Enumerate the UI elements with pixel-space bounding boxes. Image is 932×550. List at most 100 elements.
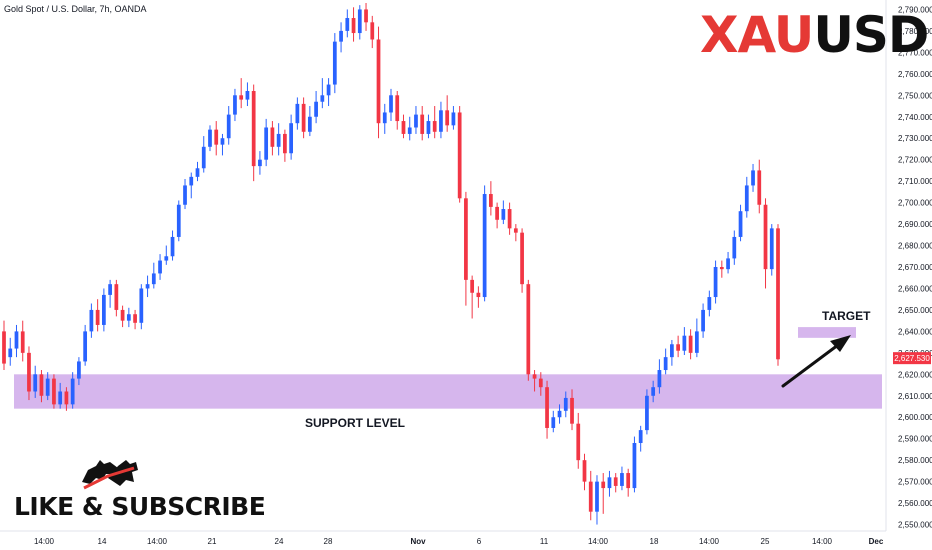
candle-up[interactable] <box>638 425 643 452</box>
candle-up[interactable] <box>345 9 350 38</box>
candle-down[interactable] <box>95 299 100 332</box>
candle-down[interactable] <box>64 387 69 411</box>
candle-down[interactable] <box>545 380 549 439</box>
candle-up[interactable] <box>632 436 637 493</box>
candle-up[interactable] <box>226 106 231 145</box>
candle-up[interactable] <box>220 133 225 156</box>
candle-up[interactable] <box>694 318 699 358</box>
candle-down[interactable] <box>283 129 287 162</box>
candle-down[interactable] <box>133 309 137 330</box>
candle-up[interactable] <box>170 230 175 261</box>
candle-down[interactable] <box>532 370 537 392</box>
candle-up[interactable] <box>101 288 106 332</box>
candle-up[interactable] <box>258 151 262 175</box>
candle-down[interactable] <box>27 346 31 401</box>
candle-down[interactable] <box>538 372 543 396</box>
candle-down[interactable] <box>239 78 244 109</box>
candle-down[interactable] <box>601 473 606 514</box>
candle-down[interactable] <box>757 159 762 214</box>
candle-up[interactable] <box>382 103 387 134</box>
candle-up[interactable] <box>357 5 362 40</box>
candle-up[interactable] <box>663 348 668 375</box>
candle-up[interactable] <box>701 303 705 338</box>
candle-up[interactable] <box>482 185 487 302</box>
candle-up[interactable] <box>58 382 63 409</box>
candle-up[interactable] <box>595 475 599 525</box>
candle-down[interactable] <box>476 286 481 308</box>
candle-down[interactable] <box>432 106 437 139</box>
candle-up[interactable] <box>314 91 318 124</box>
candle-up[interactable] <box>657 359 662 394</box>
candle-up[interactable] <box>389 88 393 122</box>
candle-down[interactable] <box>364 3 368 31</box>
candle-down[interactable] <box>719 260 724 278</box>
candle-down[interactable] <box>763 198 768 289</box>
candle-down[interactable] <box>351 7 356 42</box>
candle-down[interactable] <box>251 84 256 182</box>
price-axis[interactable]: 2,550.000 2,560.000 2,570.000 2,580.000 2,59… <box>898 5 932 529</box>
candle-down[interactable] <box>582 453 587 491</box>
candle-down[interactable] <box>457 106 462 203</box>
candle-up[interactable] <box>744 176 749 218</box>
candle-up[interactable] <box>195 161 200 182</box>
candle-down[interactable] <box>470 275 475 319</box>
candle-up[interactable] <box>551 410 556 433</box>
candle-down[interactable] <box>464 191 468 306</box>
candle-down[interactable] <box>39 370 44 403</box>
candle-up[interactable] <box>339 22 343 53</box>
candle-up[interactable] <box>751 163 755 192</box>
candle-down[interactable] <box>588 470 593 521</box>
candle-up[interactable] <box>451 106 456 130</box>
candle-down[interactable] <box>507 202 512 235</box>
candle-up[interactable] <box>682 327 687 355</box>
candle-up[interactable] <box>201 136 206 173</box>
candle-down[interactable] <box>445 95 450 132</box>
candle-up[interactable] <box>501 200 506 225</box>
candle-up[interactable] <box>14 324 19 358</box>
candle-up[interactable] <box>439 101 443 139</box>
candle-up[interactable] <box>426 114 431 139</box>
candle-down[interactable] <box>395 91 400 130</box>
candle-down[interactable] <box>114 279 119 317</box>
candle-down[interactable] <box>2 320 6 371</box>
candle-up[interactable] <box>33 365 38 398</box>
candle-up[interactable] <box>208 125 212 152</box>
candle-up[interactable] <box>732 230 737 265</box>
support-zone[interactable] <box>14 374 882 409</box>
candle-down[interactable] <box>301 97 306 139</box>
candle-up[interactable] <box>326 78 331 107</box>
candle-down[interactable] <box>513 224 518 242</box>
candle-down[interactable] <box>214 121 219 156</box>
candle-down[interactable] <box>370 15 375 49</box>
candle-down[interactable] <box>688 329 693 360</box>
candle-up[interactable] <box>295 97 300 130</box>
candle-down[interactable] <box>676 335 681 358</box>
candle-up[interactable] <box>645 389 649 435</box>
candle-down[interactable] <box>495 202 499 229</box>
candle-down[interactable] <box>120 305 125 328</box>
candle-up[interactable] <box>276 123 281 156</box>
candle-up[interactable] <box>651 380 656 403</box>
candle-up[interactable] <box>189 172 194 199</box>
candle-up[interactable] <box>713 260 718 304</box>
candle-up[interactable] <box>8 337 13 366</box>
candle-up[interactable] <box>139 284 144 330</box>
candle-up[interactable] <box>414 106 418 134</box>
candle-up[interactable] <box>126 307 131 328</box>
candle-up[interactable] <box>607 470 612 497</box>
candle-down[interactable] <box>270 121 275 156</box>
candle-down[interactable] <box>526 279 531 381</box>
candle-up[interactable] <box>769 224 774 276</box>
candle-down[interactable] <box>776 224 780 366</box>
candle-down[interactable] <box>488 181 493 216</box>
candle-up[interactable] <box>563 391 568 418</box>
candle-down[interactable] <box>570 389 574 431</box>
candle-down[interactable] <box>576 412 581 469</box>
candle-up[interactable] <box>307 106 312 137</box>
candle-up[interactable] <box>264 118 269 167</box>
candle-up[interactable] <box>158 254 162 280</box>
candle-up[interactable] <box>77 357 81 386</box>
target-zone[interactable] <box>798 327 856 338</box>
candle-up[interactable] <box>738 204 743 242</box>
